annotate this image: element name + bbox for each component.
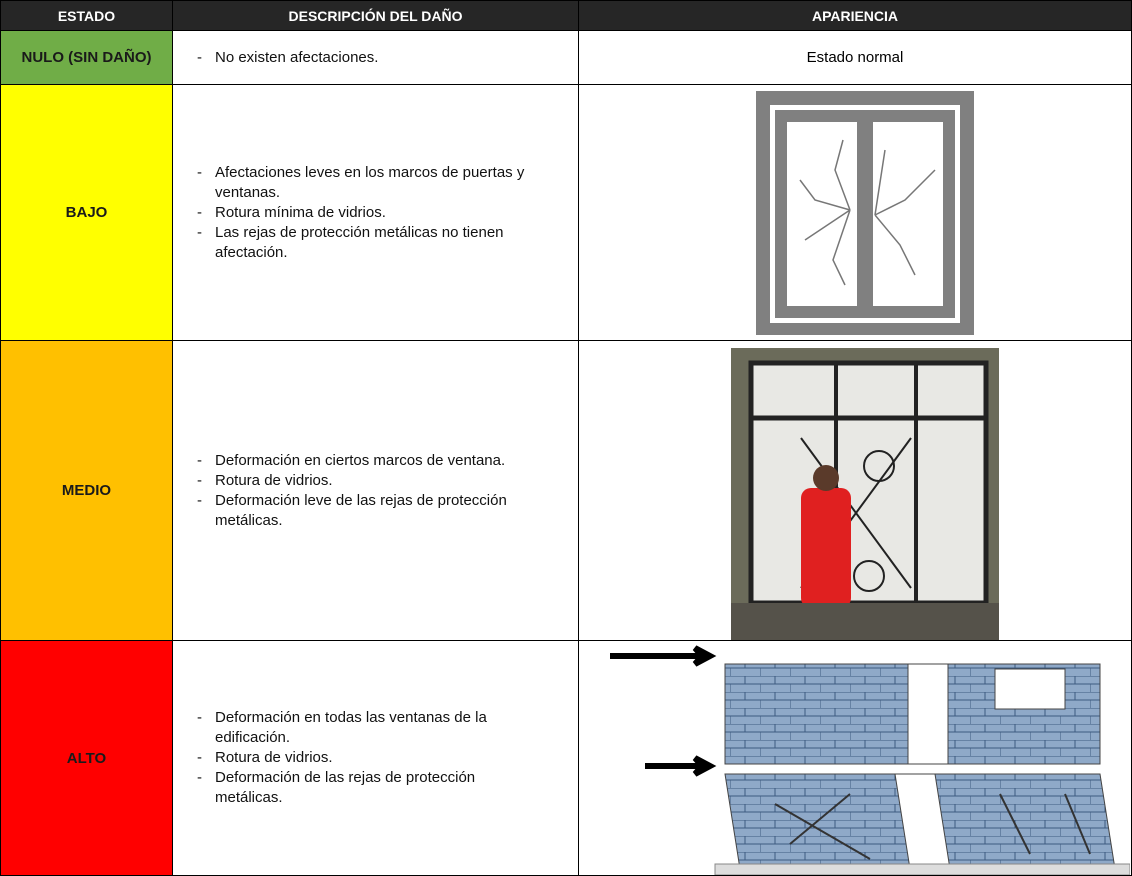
description-item: Deformación de las rejas de protección m… (197, 768, 542, 808)
description-item: Afectaciones leves en los marcos de puer… (197, 163, 542, 203)
description-cell: Deformación en todas las ventanas de la … (172, 640, 579, 876)
description-cell: Deformación en ciertos marcos de ventana… (172, 340, 579, 641)
state-cell: BAJO (0, 84, 173, 341)
description-item: Rotura mínima de vidrios. (197, 203, 542, 223)
description-item: Deformación en todas las ventanas de la … (197, 708, 542, 748)
description-cell: No existen afectaciones. (172, 30, 579, 85)
description-item: Las rejas de protección metálicas no tie… (197, 223, 542, 263)
header-cell: ESTADO (0, 0, 173, 31)
description-item: Rotura de vidrios. (197, 748, 542, 768)
description-item: Deformación leve de las rejas de protecc… (197, 491, 542, 531)
state-cell: MEDIO (0, 340, 173, 641)
header-cell: APARIENCIA (578, 0, 1132, 31)
appearance-cell: Estado normal (578, 30, 1132, 85)
description-item: Rotura de vidrios. (197, 471, 542, 491)
state-cell: NULO (SIN DAÑO) (0, 30, 173, 85)
description-item: Deformación en ciertos marcos de ventana… (197, 451, 542, 471)
window-illustration (756, 91, 974, 335)
header-cell: DESCRIPCIÓN DEL DAÑO (172, 0, 579, 31)
wall-illustration (610, 645, 1130, 875)
state-cell: ALTO (0, 640, 173, 876)
description-cell: Afectaciones leves en los marcos de puer… (172, 84, 579, 341)
description-item: No existen afectaciones. (197, 48, 542, 68)
window-photo (731, 348, 999, 640)
